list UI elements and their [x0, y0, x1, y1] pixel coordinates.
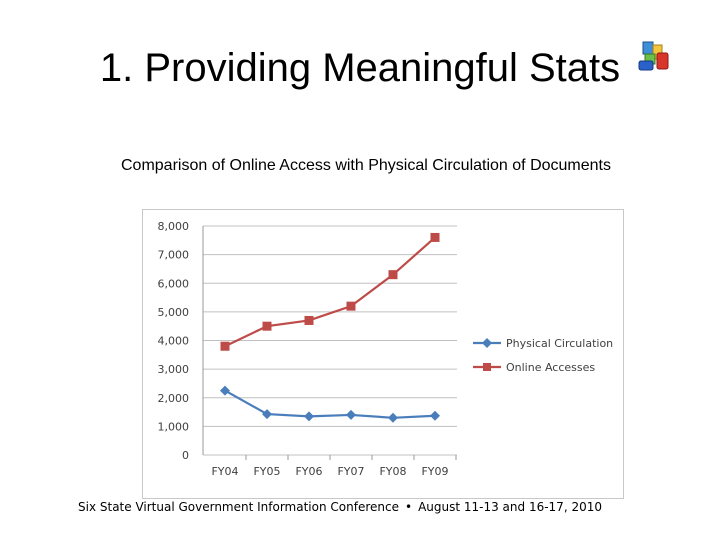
y-tick-label: 0 — [182, 449, 189, 462]
y-tick-label: 3,000 — [158, 363, 190, 376]
line-chart: 0 1,000 2,000 3,000 4,000 5,000 6,000 7,000 8,00… — [158, 220, 614, 478]
footer-separator: • — [404, 500, 413, 514]
x-tick-label: FY04 — [211, 465, 238, 478]
x-tick-label: FY08 — [379, 465, 406, 478]
y-tick-label: 8,000 — [158, 220, 190, 233]
y-tick-label: 1,000 — [158, 420, 190, 433]
legend-marker — [482, 338, 492, 348]
y-tick-label: 7,000 — [158, 249, 190, 262]
slide-title: 1. Providing Meaningful Stats — [99, 46, 621, 90]
series-line-physical-circulation — [224, 389, 436, 419]
data-point-physical-circulation — [304, 411, 314, 422]
y-tick-label: 5,000 — [158, 306, 190, 319]
y-tick-label: 2,000 — [158, 392, 190, 405]
chart-subtitle: Comparison of Online Access with Physica… — [121, 157, 611, 174]
colorful-blocks-icon — [638, 41, 669, 71]
data-point-physical-circulation — [220, 385, 230, 396]
data-point-online-accesses — [304, 315, 314, 325]
data-point-online-accesses — [262, 321, 272, 331]
legend-label: Online Accesses — [506, 361, 595, 374]
data-point-online-accesses — [220, 341, 230, 351]
data-point-online-accesses — [388, 270, 398, 280]
x-tick-label: FY05 — [253, 465, 280, 478]
footer-conference-name: Six State Virtual Government Information… — [78, 500, 399, 514]
footer: Six State Virtual Government Information… — [0, 500, 680, 514]
footer-dates: August 11-13 and 16-17, 2010 — [418, 500, 602, 514]
x-tick-label: FY07 — [337, 465, 364, 478]
data-point-physical-circulation — [262, 409, 272, 420]
data-point-physical-circulation — [346, 409, 356, 420]
series-line-online-accesses — [224, 236, 436, 348]
chart-frame: 0 1,000 2,000 3,000 4,000 5,000 6,000 7,000 8,00… — [142, 209, 624, 499]
data-point-online-accesses — [430, 232, 440, 242]
data-point-physical-circulation — [388, 412, 398, 423]
data-point-physical-circulation — [430, 410, 440, 421]
legend-label: Physical Circulation — [506, 337, 613, 350]
y-tick-label: 4,000 — [158, 335, 190, 348]
y-tick-label: 6,000 — [158, 277, 190, 290]
x-tick-label: FY09 — [421, 465, 448, 478]
legend-marker — [483, 363, 491, 371]
x-tick-label: FY06 — [295, 465, 322, 478]
data-point-online-accesses — [346, 301, 356, 311]
